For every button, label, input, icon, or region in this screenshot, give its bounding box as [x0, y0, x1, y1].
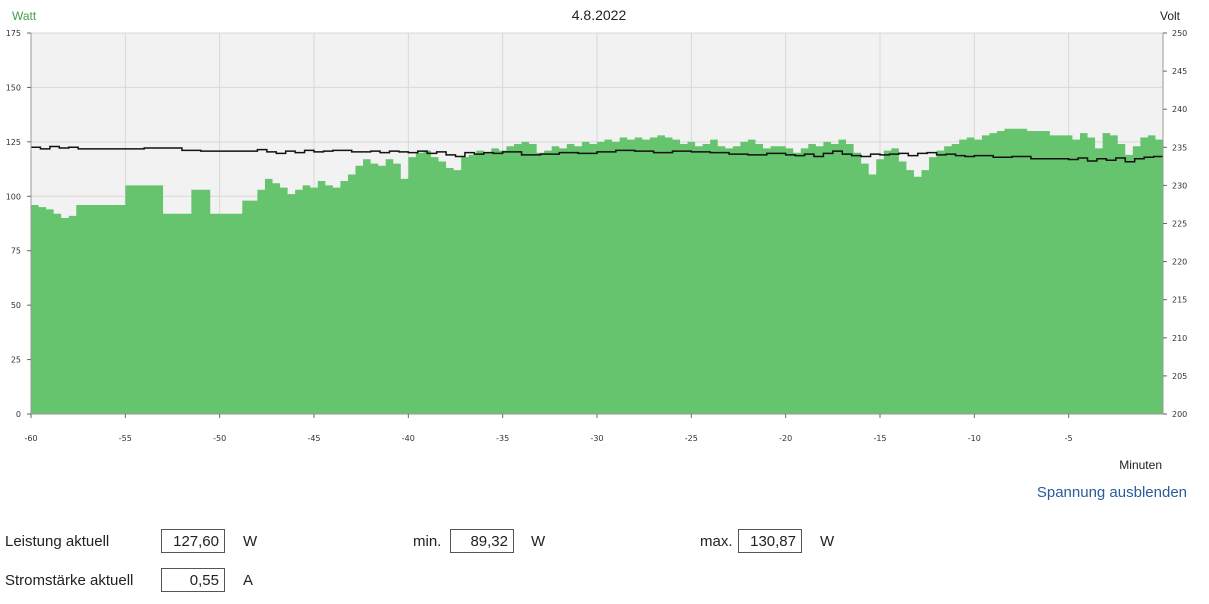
- max-value: 130,87: [738, 529, 802, 553]
- voltage-series-line: [31, 145, 1163, 163]
- y-right-tick-label: 250: [1172, 29, 1187, 38]
- y-left-tick-label: 175: [6, 29, 21, 38]
- y-right-tick-label: 220: [1172, 258, 1187, 267]
- power-series-area: [31, 128, 1163, 414]
- chart-title: 4.8.2022: [572, 7, 627, 23]
- y-left-tick-label: 0: [16, 410, 21, 419]
- power-current-label: Leistung aktuell: [5, 533, 110, 550]
- x-tick-label: -60: [24, 434, 37, 443]
- x-tick-label: -5: [1065, 434, 1073, 443]
- y-right-tick-label: 235: [1172, 143, 1187, 152]
- power-current-unit: W: [243, 533, 258, 550]
- y-right-tick-label: 230: [1172, 181, 1187, 190]
- min-unit: W: [531, 533, 546, 550]
- y-right-tick-label: 240: [1172, 105, 1187, 114]
- x-tick-label: -25: [685, 434, 698, 443]
- tick-labels: 0 25 50 75 100 125 150 175 200 205 210 215 220 225 230…: [6, 29, 1188, 443]
- x-tick-label: -45: [307, 434, 320, 443]
- toggle-voltage-link[interactable]: Spannung ausblenden: [1036, 484, 1187, 501]
- x-tick-label: -50: [213, 434, 226, 443]
- y-right-axis-label: Volt: [1160, 9, 1181, 23]
- y-left-tick-label: 75: [11, 247, 21, 256]
- y-left-axis-label: Watt: [12, 9, 37, 23]
- max-unit: W: [820, 533, 835, 550]
- y-left-tick-label: 125: [6, 138, 21, 147]
- x-axis-label: Minuten: [1119, 458, 1162, 470]
- power-voltage-chart: Watt 4.8.2022 Volt 0 25 50 75 100 125 150 175 20…: [6, 7, 1188, 470]
- min-value: 89,32: [450, 529, 514, 553]
- y-right-tick-label: 225: [1172, 220, 1187, 229]
- x-tick-label: -35: [496, 434, 509, 443]
- power-current-value: 127,60: [161, 529, 225, 553]
- x-tick-label: -40: [402, 434, 415, 443]
- min-label: min.: [413, 533, 442, 550]
- y-right-tick-label: 205: [1172, 372, 1187, 381]
- y-left-tick-label: 25: [11, 356, 21, 365]
- x-tick-label: -20: [779, 434, 792, 443]
- x-tick-label: -10: [968, 434, 981, 443]
- current-amp-unit: A: [243, 572, 254, 589]
- y-right-tick-label: 200: [1172, 410, 1187, 419]
- x-tick-label: -30: [590, 434, 603, 443]
- current-amp-label: Stromstärke aktuell: [5, 572, 134, 589]
- y-left-tick-label: 100: [6, 192, 21, 201]
- y-left-tick-label: 50: [11, 301, 21, 310]
- y-right-tick-label: 215: [1172, 296, 1187, 305]
- x-tick-label: -55: [119, 434, 132, 443]
- max-label: max.: [700, 533, 733, 550]
- x-tick-label: -15: [873, 434, 886, 443]
- y-right-tick-label: 245: [1172, 67, 1187, 76]
- y-left-tick-label: 150: [6, 83, 21, 92]
- y-right-tick-label: 210: [1172, 334, 1187, 343]
- current-amp-value: 0,55: [161, 568, 225, 592]
